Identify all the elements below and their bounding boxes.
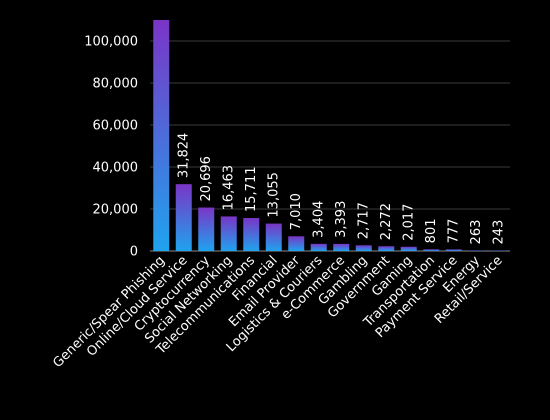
bar [288,236,305,251]
data-label: 20,696 [199,156,214,202]
bar [220,216,237,251]
y-tick-label: 60,000 [93,119,139,134]
bar [468,250,485,251]
bar [355,245,372,251]
bar [175,184,192,251]
y-tick-label: 40,000 [93,161,139,176]
data-label: 777 [447,219,462,244]
y-tick-label: 80,000 [93,77,139,92]
bar [378,246,395,251]
data-label: 16,463 [222,165,237,211]
data-label: 2,017 [402,204,417,241]
bar [445,249,462,251]
y-tick-label: 0 [130,245,138,260]
bar [400,246,417,251]
bar [265,223,282,251]
data-label: 13,055 [267,172,282,218]
data-label: 263 [469,220,484,245]
data-label: 31,824 [177,133,192,179]
data-label: 15,711 [244,167,259,213]
data-label: 3,404 [312,201,327,238]
bar [423,249,440,251]
bar [490,250,507,251]
y-axis-ticks: 0 20,000 40,000 60,000 80,000 100,000 [84,35,138,260]
bar [243,218,260,251]
data-labels: 31,824 20,696 16,463 15,711 13,055 7,010 3,404… [177,133,507,245]
data-label: 2,717 [357,202,372,239]
data-label: 243 [492,220,507,245]
y-tick-label: 100,000 [84,35,138,50]
y-tick-label: 20,000 [93,203,139,218]
bar [198,207,215,251]
bar [153,20,170,251]
bar [310,243,327,251]
data-label: 801 [424,218,439,243]
bar [333,243,350,251]
data-label: 2,272 [379,203,394,240]
data-label: 3,393 [334,201,349,238]
data-label: 7,010 [289,193,304,230]
bars [153,20,507,251]
